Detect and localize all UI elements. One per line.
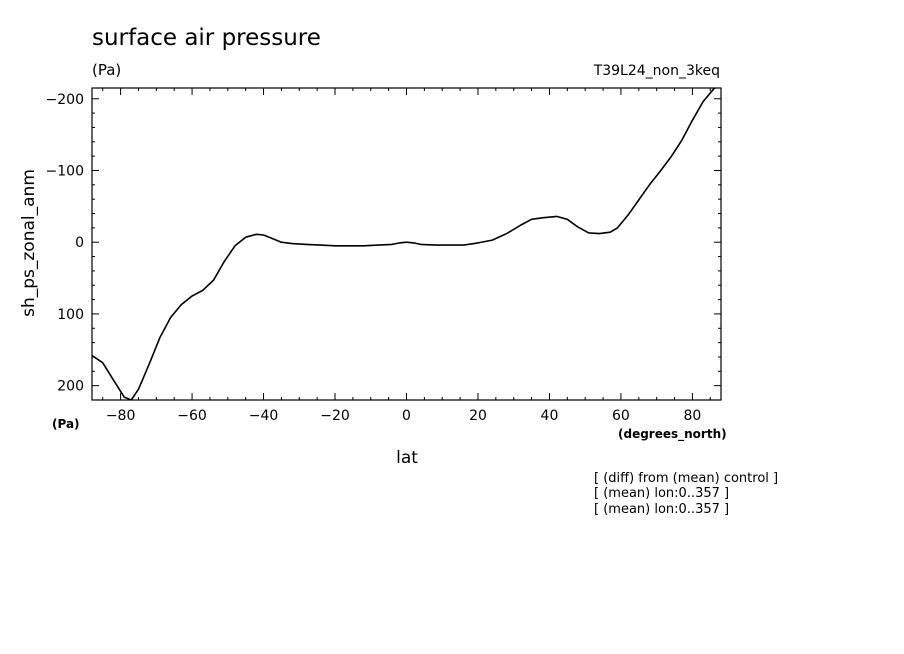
x-tick-label: −60 [177,408,207,424]
y-tick-label: −200 [46,92,84,108]
y-axis-label: sh_ps_zonal_anm [19,169,39,317]
x-tick-label: −40 [249,408,279,424]
x-tick-label: −20 [320,408,350,424]
chart-units: (Pa) [92,61,121,79]
y-axis-ticks: −200 −100 0 100 200 [46,92,721,401]
x-tick-label: 40 [541,408,559,424]
note-line-2: [ (mean) lon:0..357 ] [594,486,729,501]
plot-frame [91,87,722,401]
y-tick-label: 0 [75,235,84,251]
x-unit-label: (degrees_north) [618,427,727,442]
note-line-3: [ (mean) lon:0..357 ] [594,502,729,517]
x-tick-label: 60 [612,408,630,424]
y-tick-label: 200 [57,379,84,395]
x-axis-label: lat [396,448,418,468]
x-tick-label: −80 [106,408,136,424]
y-unit-label: (Pa) [52,417,80,431]
y-tick-label: −100 [46,163,84,179]
x-axis-ticks: −80 −60 −40 −20 0 20 40 60 80 [102,88,711,424]
chart-title: surface air pressure [92,25,321,51]
note-line-1: [ (diff) from (mean) control ] [594,471,778,486]
x-tick-label: 20 [469,408,487,424]
y-tick-label: 100 [57,307,84,323]
series-layer [92,88,717,400]
experiment-label: T39L24_non_3keq [593,63,720,79]
x-tick-label: 80 [683,408,701,424]
series-line [92,88,717,400]
x-tick-label: 0 [402,408,411,424]
